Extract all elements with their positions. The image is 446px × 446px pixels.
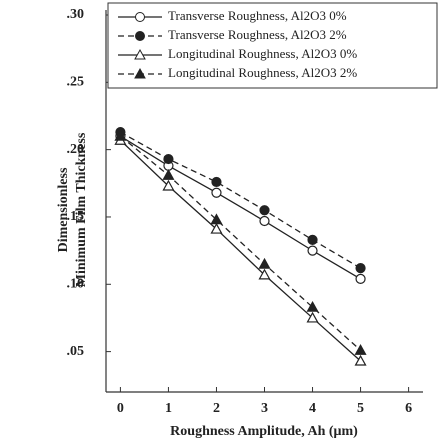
marker [307,234,318,245]
x-tick-label: 3 [261,401,268,416]
marker [162,168,175,180]
x-tick-label: 0 [117,401,124,416]
marker [114,129,127,141]
marker [259,215,270,227]
x-axis-label: Roughness Amplitude, Ah (μm) [170,424,358,439]
marker [162,179,175,191]
legend-label: Longitudinal Roughness, Al2O3 2% [168,65,357,80]
y-axis-label: Minimum Film Thickness [74,132,89,287]
marker [163,153,174,165]
marker [306,311,319,323]
marker [259,205,270,216]
series-line [120,131,361,269]
y-axis-label: Dimensionless [56,167,71,252]
x-tick-label: 4 [309,401,316,416]
marker [211,187,222,198]
marker [258,268,271,280]
marker [355,263,366,274]
legend-label: Transverse Roughness, Al2O3 0% [168,8,347,23]
legend-marker [135,31,145,41]
x-tick-label: 1 [165,401,172,416]
y-tick-label: .20 [67,142,85,157]
legend-marker [134,48,146,60]
legend-label: Longitudinal Roughness, Al2O3 0% [168,46,357,61]
y-tick-label: .10 [67,277,85,292]
marker [354,344,367,355]
marker [306,300,319,312]
y-tick-label: .30 [67,7,85,22]
legend-marker [135,12,145,22]
legend-marker [134,67,146,79]
marker [210,222,223,234]
x-tick-label: 2 [213,401,220,416]
legend-label: Transverse Roughness, Al2O3 2% [168,27,347,42]
y-tick-label: .05 [67,344,85,359]
y-tick-label: .15 [67,209,85,224]
x-tick-label: 5 [357,401,364,416]
marker [354,354,367,366]
legend-box [107,2,438,89]
marker [210,213,223,225]
marker [211,176,222,188]
series-line [119,135,361,351]
y-tick-label: .25 [67,75,85,90]
series-line [120,135,361,280]
x-tick-label: 6 [405,401,412,416]
marker [258,257,271,269]
marker [355,273,366,284]
marker [307,245,318,256]
series-line [119,139,361,362]
